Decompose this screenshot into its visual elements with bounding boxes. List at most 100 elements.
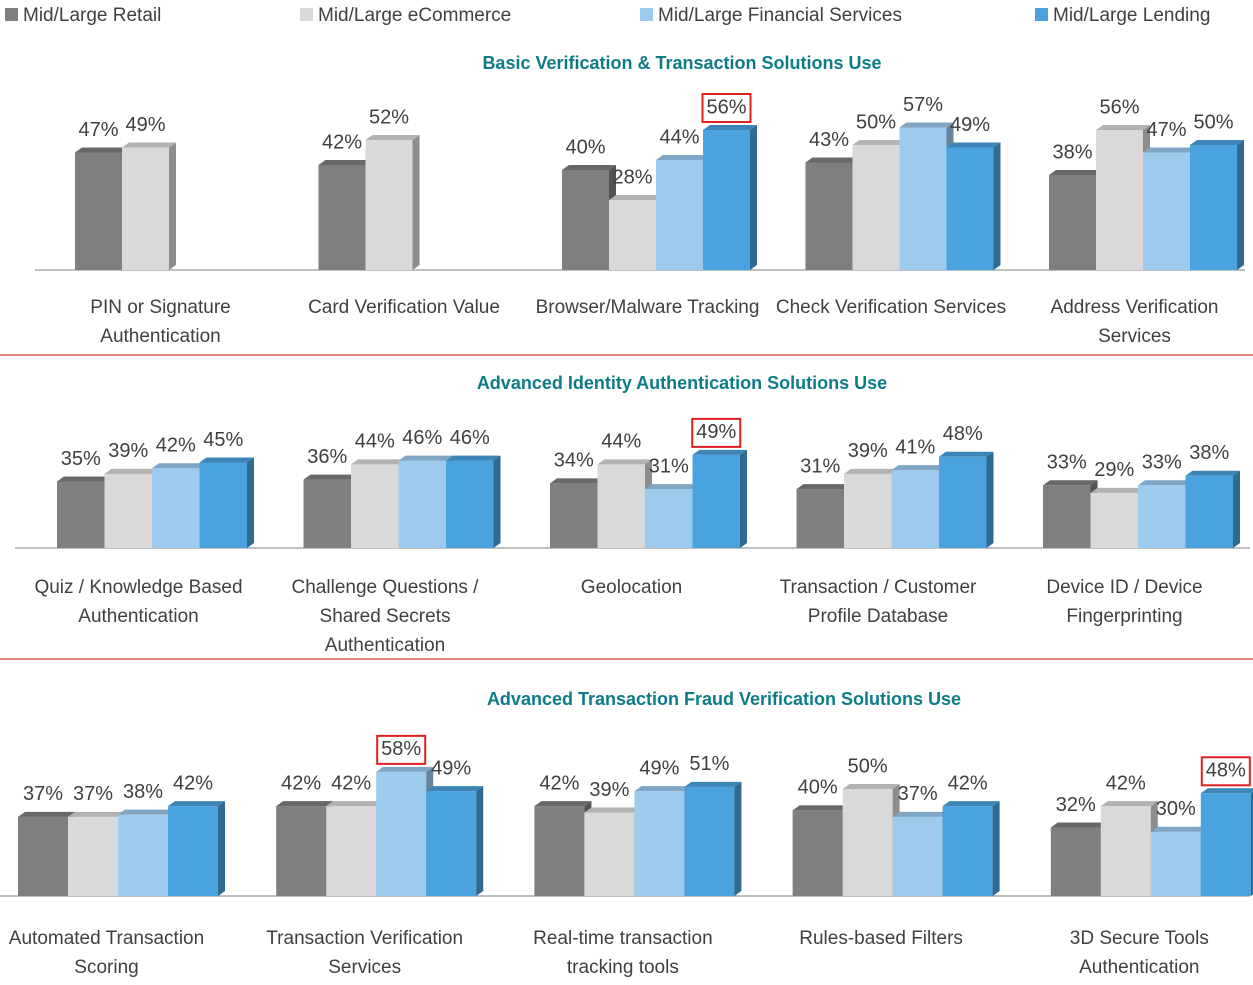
x-tick-label: 3D Secure Tools Authentication (1069, 928, 1209, 978)
bar-front (303, 479, 351, 548)
bar-side (740, 449, 747, 548)
value-label: 51% (689, 753, 729, 775)
value-label: 42% (281, 772, 321, 794)
bar-front (104, 473, 152, 548)
bar-top (1185, 470, 1240, 476)
bar-front (57, 481, 105, 548)
bar-front (796, 489, 844, 548)
bar (584, 807, 642, 896)
bar-top-shade (703, 125, 757, 130)
bar (1090, 487, 1145, 548)
legend-swatch (640, 8, 653, 21)
bar-top-shade (1138, 480, 1193, 486)
value-label: 31% (800, 455, 840, 477)
value-label: 39% (589, 779, 629, 801)
bar-top-shade (1049, 170, 1103, 175)
bar-front (1138, 485, 1186, 548)
bar (446, 455, 501, 548)
bar-top-shade (122, 142, 176, 148)
bar-top (376, 766, 434, 772)
bar-top (942, 801, 1000, 807)
bar (692, 449, 747, 548)
bar-side-shade (740, 449, 747, 548)
bar-front (1049, 175, 1096, 270)
bar (550, 478, 605, 548)
bar-top (946, 142, 1001, 148)
legend-label: Mid/Large Financial Services (658, 5, 902, 26)
bar-top-shade (318, 160, 373, 165)
bar-top (1138, 480, 1193, 486)
bar-side-shade (1233, 470, 1240, 548)
bar-front (376, 771, 427, 896)
bar-side-shade (169, 142, 176, 270)
bar-front (75, 152, 122, 270)
bar (426, 786, 484, 896)
highlight-box (1200, 756, 1251, 787)
bar (562, 165, 616, 270)
bar-top (1200, 788, 1253, 794)
bar-top (1050, 822, 1108, 828)
bar-front (684, 786, 735, 896)
bar-top-shade (942, 801, 1000, 807)
bar-front (365, 140, 413, 270)
bar-top (534, 801, 592, 807)
bar-top (303, 474, 358, 480)
legend-label: Mid/Large Lending (1053, 5, 1211, 26)
bar-side-shade (734, 781, 742, 896)
bar (645, 484, 700, 548)
value-label: 49% (431, 757, 471, 779)
value-label: 29% (1094, 459, 1134, 481)
bar-top-shade (796, 484, 851, 490)
value-label: 42% (1106, 772, 1146, 794)
bar-front (351, 464, 399, 548)
value-label: 44% (659, 126, 699, 148)
value-label: 38% (123, 781, 163, 803)
bar-front (805, 162, 853, 270)
legend-item: Mid/Large Lending (1035, 4, 1210, 27)
bar-top (152, 463, 207, 469)
bar-top-shade (534, 801, 592, 807)
bar-front (562, 170, 609, 270)
bar-front (792, 810, 843, 896)
bar-top-shade (1050, 822, 1108, 828)
bar (104, 468, 159, 548)
bar (1143, 147, 1197, 270)
value-label: 37% (23, 783, 63, 805)
bar-front (1043, 485, 1091, 548)
value-label: 49% (696, 421, 736, 443)
legend-swatch (5, 8, 18, 21)
bar-top-shade (118, 809, 175, 815)
bar-top (1096, 125, 1150, 130)
bar-top-shade (844, 468, 899, 474)
value-label: 34% (554, 450, 594, 472)
bar-top-shade (645, 484, 700, 490)
legend-item: Mid/Large Retail (5, 4, 161, 27)
bar-top (805, 157, 860, 163)
bar-front (645, 489, 693, 548)
bar-front (398, 460, 446, 548)
value-label: 40% (798, 777, 838, 799)
bar-front (1200, 793, 1251, 896)
bar (899, 122, 954, 270)
bar (1190, 140, 1244, 270)
value-label: 42% (331, 772, 371, 794)
value-label: 37% (73, 783, 113, 805)
bar-side (247, 457, 254, 548)
x-tick-label: Real-time transaction tracking tools (533, 928, 713, 978)
bar-front (168, 806, 218, 896)
bar-front (318, 165, 366, 270)
value-label: 33% (1047, 452, 1087, 474)
bar-top (645, 484, 700, 490)
bar-top (168, 801, 225, 807)
value-label: 49% (125, 114, 165, 136)
bar (1100, 801, 1158, 896)
bar (1043, 480, 1098, 548)
bar-top (703, 125, 757, 130)
bar (942, 801, 1000, 896)
bar-front (692, 454, 740, 548)
bar-side (734, 781, 742, 896)
bar-top (199, 457, 254, 463)
bar-front (326, 806, 377, 896)
bar-front (550, 483, 598, 548)
bar-top (318, 160, 373, 165)
